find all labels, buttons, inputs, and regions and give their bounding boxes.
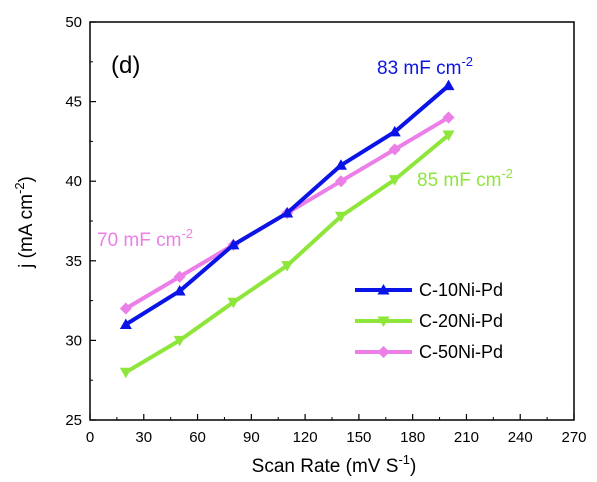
legend-label: C-10Ni-Pd [419,280,503,300]
y-tick-label: 25 [65,412,82,429]
data-point [442,130,455,142]
y-axis-label-text: j (mA cm [16,194,37,269]
x-axis-label: Scan Rate (mV S-1) [252,452,417,477]
legend-entry: C-10Ni-Pd [355,280,503,300]
x-tick-label: 150 [346,429,371,446]
y-axis-label-end: ) [16,176,37,182]
legend-marker [377,284,390,295]
axis-ticks: 0 30 60 90 120 150 180 210 240 270 25 30 35 40 45 50 [65,14,586,446]
legend: C-10Ni-Pd C-20Ni-Pd C-50Ni-Pd [355,280,503,362]
x-tick-label: 240 [508,429,533,446]
x-tick-label: 210 [454,429,479,446]
series-c-20ni-pd [119,130,455,379]
data-point [173,270,186,283]
data-point [119,318,132,329]
legend-marker [377,316,390,327]
x-axis-label-text: Scan Rate (mV S [252,456,399,477]
legend-marker [377,346,390,358]
data-point [119,367,132,379]
legend-entry: C-50Ni-Pd [355,342,503,362]
data-point [173,285,186,296]
legend-label: C-50Ni-Pd [419,342,503,362]
x-tick-label: 0 [86,429,94,446]
annotation-superscript: -2 [181,226,193,241]
annotation-text: 85 mF cm [417,170,501,191]
data-point [388,125,401,137]
data-point [281,207,294,218]
data-point [173,335,186,347]
data-point [388,143,401,156]
data-point [442,79,455,91]
annotation-c20: 85 mF cm-2 [417,166,513,191]
y-tick-label: 35 [65,253,82,270]
y-tick-label: 30 [65,332,82,349]
plot-series [119,79,455,379]
data-point [334,211,347,223]
annotation-superscript: -2 [461,54,473,69]
x-tick-label: 270 [561,429,586,446]
panel-label: (d) [111,52,140,79]
annotation-c50: 70 mF cm-2 [97,226,193,251]
data-point [388,175,401,186]
data-point [227,297,240,309]
data-point [119,302,132,315]
x-axis-label-superscript: -1 [398,452,410,467]
data-point [281,261,294,272]
x-tick-label: 60 [189,429,206,446]
data-point [442,111,455,124]
x-axis-label-end: ) [410,456,416,477]
x-tick-label: 120 [293,429,318,446]
y-tick-label: 50 [65,14,82,31]
data-point [334,175,347,188]
x-tick-label: 30 [135,429,152,446]
x-tick-label: 90 [243,429,260,446]
data-point [334,159,347,170]
annotation-text: 70 mF cm [97,230,181,251]
x-tick-label: 180 [400,429,425,446]
y-tick-label: 40 [65,173,82,190]
annotation-superscript: -2 [501,166,513,181]
legend-label: C-20Ni-Pd [419,311,503,331]
y-axis-label-superscript: -2 [12,182,27,194]
y-tick-label: 45 [65,94,82,111]
y-axis-label: j (mA cm-2) [12,176,37,269]
series-c-10ni-pd [119,79,455,329]
annotation-text: 83 mF cm [377,58,461,79]
annotation-c10: 83 mF cm-2 [377,54,473,79]
data-point [227,238,240,250]
legend-entry: C-20Ni-Pd [355,311,503,331]
